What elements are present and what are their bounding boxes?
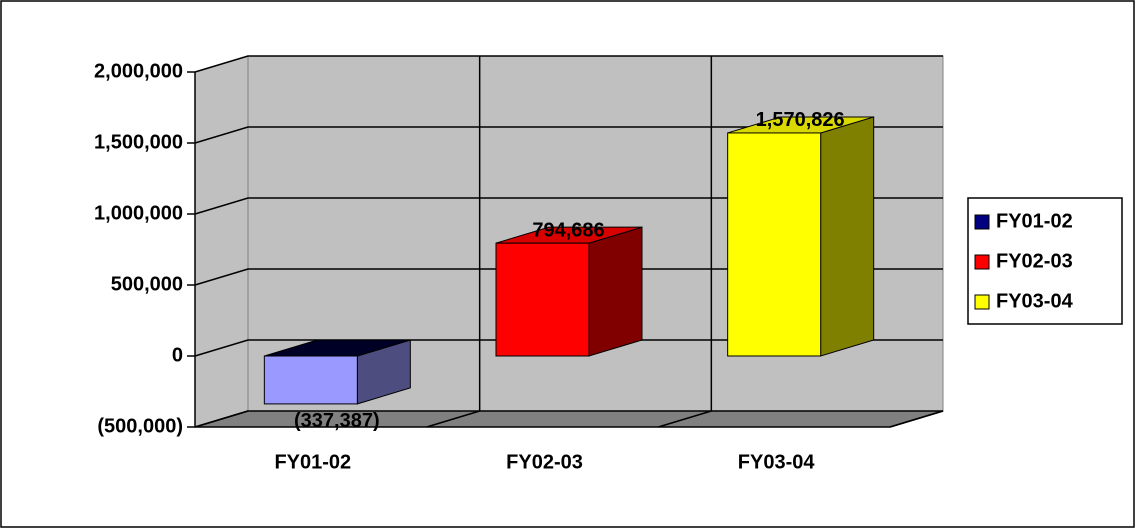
grid-line xyxy=(194,55,943,73)
x-tick-label: FY03-04 xyxy=(738,451,816,473)
grid-line xyxy=(194,410,943,428)
y-tick-label: (500,000) xyxy=(97,415,183,437)
x-tick-label: FY01-02 xyxy=(274,451,351,473)
bar xyxy=(495,242,590,357)
bar-side xyxy=(820,116,875,357)
legend-swatch xyxy=(974,254,990,270)
bar xyxy=(727,132,822,357)
x-tick-label: FY02-03 xyxy=(506,451,583,473)
y-tick-label: 1,500,000 xyxy=(94,131,183,153)
x-tick xyxy=(658,410,712,428)
side-wall xyxy=(194,55,249,428)
floor-edge xyxy=(889,410,944,428)
value-label: 794,686 xyxy=(532,219,604,241)
value-label: 1,570,826 xyxy=(756,109,845,131)
grid-line xyxy=(194,339,943,357)
bar-side xyxy=(588,226,643,357)
grid-line xyxy=(194,126,943,144)
grid-line xyxy=(194,197,943,215)
y-tick-label: 500,000 xyxy=(111,273,183,295)
bar xyxy=(263,355,358,405)
legend-label: FY01-02 xyxy=(996,210,1073,232)
legend-label: FY02-03 xyxy=(996,250,1073,272)
x-tick xyxy=(426,410,480,428)
legend xyxy=(967,197,1123,325)
y-tick-label: 0 xyxy=(172,344,183,366)
y-tick-label: 1,000,000 xyxy=(94,202,183,224)
y-tick-label: 2,000,000 xyxy=(94,60,183,82)
legend-label: FY03-04 xyxy=(996,290,1074,312)
value-label: (337,387) xyxy=(294,410,380,432)
grid-line xyxy=(194,268,943,286)
legend-swatch xyxy=(974,294,990,310)
legend-swatch xyxy=(974,214,990,230)
